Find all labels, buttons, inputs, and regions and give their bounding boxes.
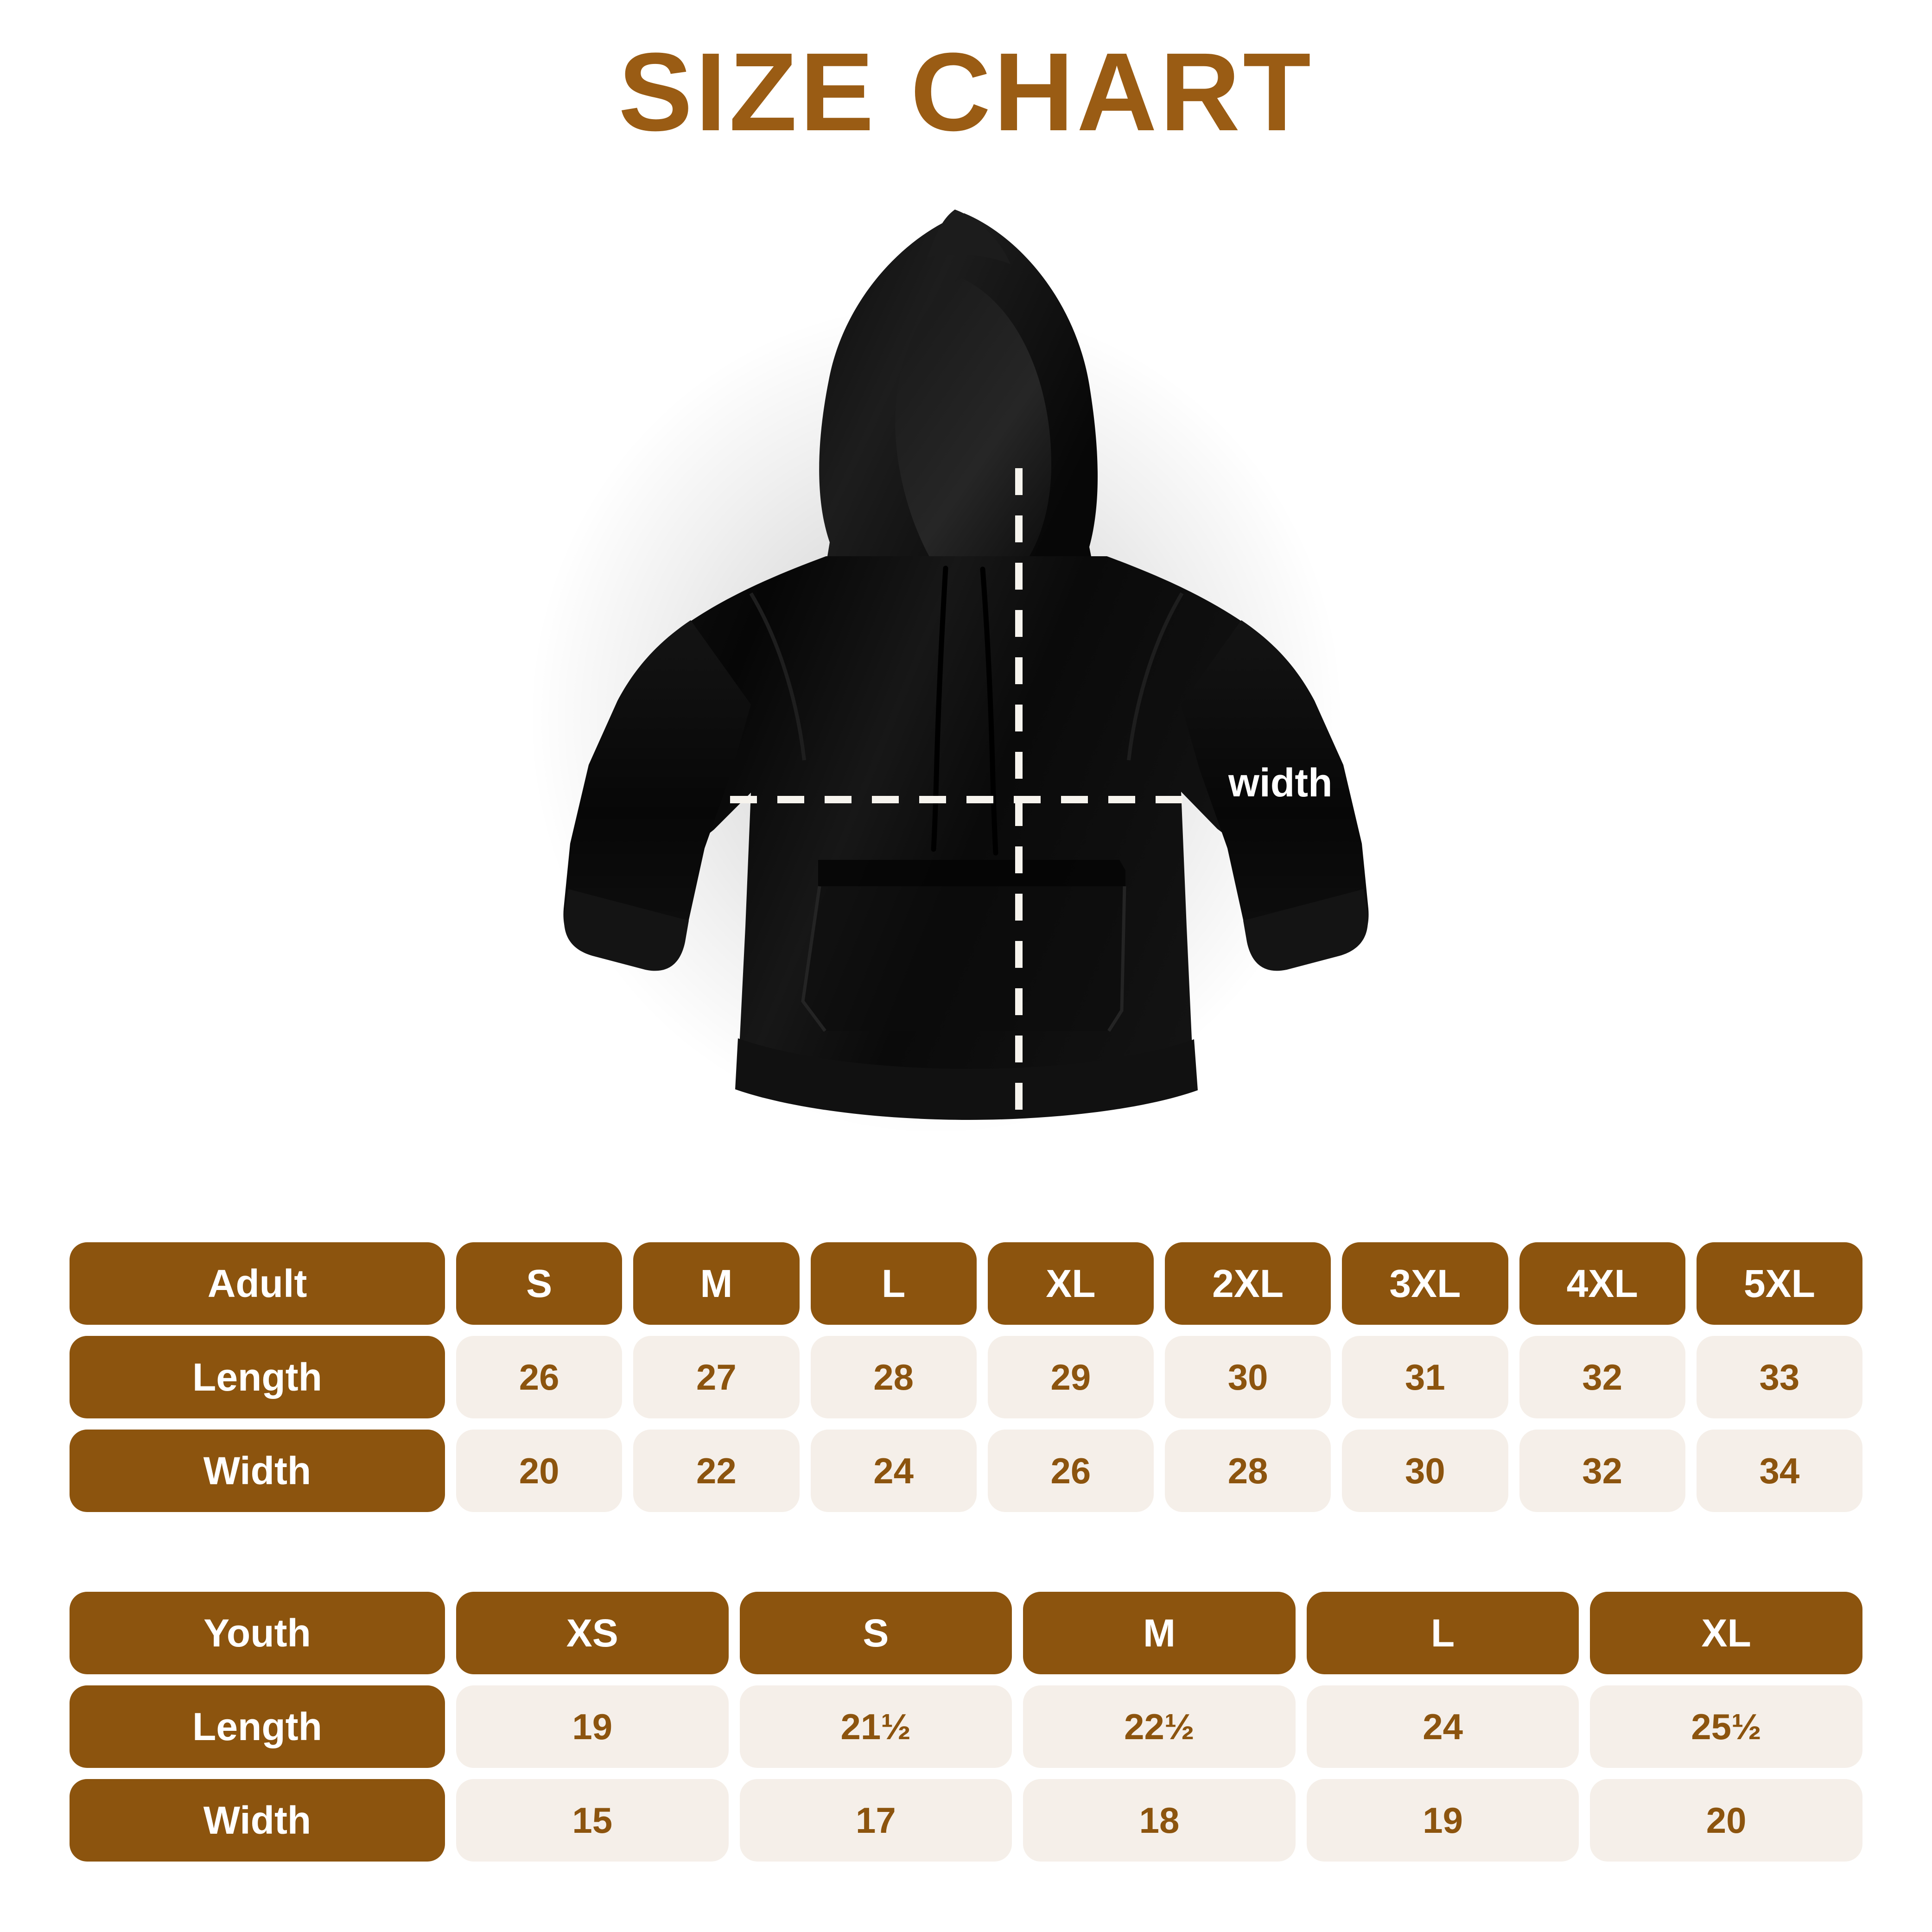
adult-length-value-s: 26 <box>456 1336 623 1418</box>
adult-width-value-xl: 26 <box>987 1430 1154 1512</box>
adult-length-value-5xl: 33 <box>1696 1336 1862 1418</box>
youth-length-value-m: 22½ <box>1023 1685 1296 1768</box>
youth-length-value-xl: 25½ <box>1590 1685 1862 1768</box>
adult-width-value-4xl: 32 <box>1519 1430 1685 1512</box>
adult-width-value-m: 22 <box>633 1430 800 1512</box>
hood-inner <box>895 278 1052 598</box>
youth-width-value-xs: 15 <box>456 1779 729 1862</box>
adult-length-value-3xl: 31 <box>1342 1336 1508 1418</box>
adult-header-row: Adult S M L XL 2XL 3XL 4XL 5XL <box>70 1242 1862 1325</box>
adult-width-value-5xl: 34 <box>1696 1430 1862 1512</box>
drawstring-right <box>980 566 998 856</box>
adult-size-header-xl[interactable]: XL <box>987 1242 1154 1325</box>
left-sleeve <box>563 620 751 970</box>
hoodie-illustration: width length <box>473 185 1552 1225</box>
adult-length-value-l: 28 <box>810 1336 977 1418</box>
adult-size-header-4xl[interactable]: 4XL <box>1519 1242 1685 1325</box>
adult-width-value-2xl: 28 <box>1165 1430 1331 1512</box>
right-sleeve <box>1181 620 1369 970</box>
pocket-left-seam <box>801 886 826 1032</box>
size-tables: Adult S M L XL 2XL 3XL 4XL 5XL Length 26… <box>70 1242 1862 1862</box>
youth-width-row: Width 15 17 18 19 20 <box>70 1779 1862 1862</box>
adult-length-value-4xl: 32 <box>1519 1336 1685 1418</box>
adult-width-row: Width 20 22 24 26 28 30 32 34 <box>70 1430 1862 1512</box>
adult-width-value-l: 24 <box>810 1430 977 1512</box>
youth-header-row: Youth XS S M L XL <box>70 1592 1862 1674</box>
adult-size-header-m[interactable]: M <box>633 1242 800 1325</box>
youth-length-row-label: Length <box>70 1685 445 1768</box>
youth-width-value-m: 18 <box>1023 1779 1296 1862</box>
youth-width-row-label: Width <box>70 1779 445 1862</box>
adult-size-header-l[interactable]: L <box>810 1242 977 1325</box>
pocket-right-seam <box>1107 886 1126 1032</box>
drawstring-left <box>931 566 948 852</box>
youth-width-value-s: 17 <box>739 1779 1012 1862</box>
adult-size-table: Adult S M L XL 2XL 3XL 4XL 5XL Length 26… <box>70 1242 1862 1512</box>
adult-length-row-label: Length <box>70 1336 445 1418</box>
adult-length-value-2xl: 30 <box>1165 1336 1331 1418</box>
adult-width-value-3xl: 30 <box>1342 1430 1508 1512</box>
youth-size-header-s[interactable]: S <box>739 1592 1012 1674</box>
youth-size-header-xl[interactable]: XL <box>1590 1592 1862 1674</box>
youth-size-header-l[interactable]: L <box>1306 1592 1579 1674</box>
youth-table-title: Youth <box>70 1592 445 1674</box>
hoodie-graphic <box>528 210 1369 1136</box>
page-title: SIZE CHART <box>618 30 1314 154</box>
youth-length-value-xs: 19 <box>456 1685 729 1768</box>
youth-width-value-l: 19 <box>1306 1779 1579 1862</box>
youth-size-table: Youth XS S M L XL Length 19 21½ 22½ 24 2… <box>70 1592 1862 1862</box>
adult-width-value-s: 20 <box>456 1430 623 1512</box>
right-cuff <box>1243 889 1368 971</box>
youth-width-value-xl: 20 <box>1590 1779 1862 1862</box>
adult-size-header-2xl[interactable]: 2XL <box>1165 1242 1331 1325</box>
right-shoulder-seam <box>1127 592 1184 761</box>
hood-peak <box>927 210 1010 264</box>
hem-band <box>735 1038 1198 1120</box>
youth-size-header-m[interactable]: M <box>1023 1592 1296 1674</box>
adult-size-header-s[interactable]: S <box>456 1242 623 1325</box>
youth-length-value-s: 21½ <box>739 1685 1012 1768</box>
adult-size-header-5xl[interactable]: 5XL <box>1696 1242 1862 1325</box>
length-measurement-label: length <box>1508 1106 1552 1225</box>
youth-size-header-xs[interactable]: XS <box>456 1592 729 1674</box>
adult-length-value-m: 27 <box>633 1336 800 1418</box>
adult-table-title: Adult <box>70 1242 445 1325</box>
youth-length-value-l: 24 <box>1306 1685 1579 1768</box>
pocket-body <box>803 886 1125 1031</box>
left-cuff <box>564 889 689 971</box>
left-shoulder-seam <box>749 592 806 761</box>
youth-length-row: Length 19 21½ 22½ 24 25½ <box>70 1685 1862 1768</box>
pocket-top-edge <box>818 860 1125 886</box>
adult-length-row: Length 26 27 28 29 30 31 32 33 <box>70 1336 1862 1418</box>
adult-width-row-label: Width <box>70 1430 445 1512</box>
adult-length-value-xl: 29 <box>987 1336 1154 1418</box>
adult-size-header-3xl[interactable]: 3XL <box>1342 1242 1508 1325</box>
width-measurement-label: width <box>1228 761 1333 805</box>
